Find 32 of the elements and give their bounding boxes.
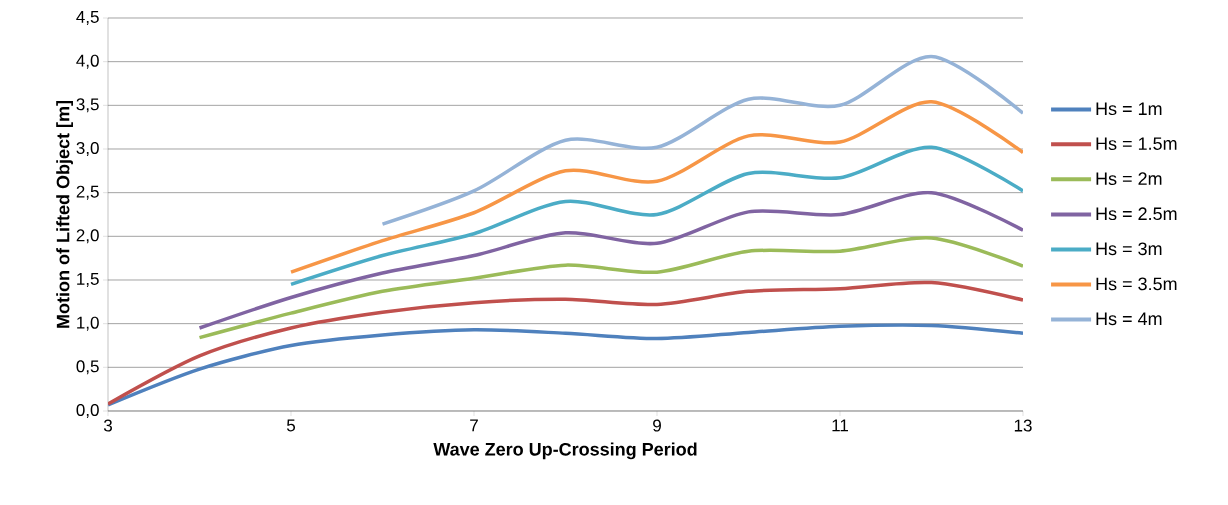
line-series [197, 190, 1023, 330]
line-series [108, 323, 1023, 407]
legend-label: Hs = 1.5m [1096, 137, 1177, 150]
line-series [380, 54, 1023, 226]
legend-label: Hs = 3.5m [1096, 277, 1177, 291]
legend-label: Hs = 2.5m [1096, 207, 1177, 221]
x-tick-label: 3 [103, 419, 112, 432]
y-tick-label: 1,0 [77, 316, 99, 331]
y-tick-label: 0,0 [76, 403, 99, 419]
line-series [108, 280, 1023, 406]
legend-label: Hs = 4m [1096, 312, 1162, 326]
y-tick-label: 4,5 [76, 11, 99, 25]
x-tick-label: 11 [832, 419, 848, 432]
y-tick-label: 2,5 [76, 185, 99, 200]
y-tick-label: 0,5 [76, 360, 99, 375]
x-tick-label: 7 [470, 419, 478, 432]
legend-label: Hs = 3m [1096, 242, 1162, 256]
y-tick-label: 2,0 [76, 229, 99, 244]
line-series [197, 236, 1023, 340]
x-tick-label: 5 [286, 419, 296, 432]
x-tick-label: 9 [653, 419, 661, 432]
legend-label: Hs = 1m [1096, 102, 1162, 116]
y-axis-title: Motion of Lifted Object [m] [56, 101, 73, 328]
legend-label: Hs = 2m [1096, 172, 1162, 186]
y-tick-label: 1,5 [77, 273, 99, 287]
line-series [289, 145, 1023, 287]
line-series [289, 100, 1023, 274]
y-tick-label: 3,0 [76, 141, 99, 157]
x-axis-title: Wave Zero Up-Crossing Period [433, 442, 697, 460]
y-tick-label: 4,0 [76, 54, 99, 69]
x-tick-label: 13 [1014, 419, 1032, 432]
y-tick-label: 3,5 [76, 98, 99, 113]
